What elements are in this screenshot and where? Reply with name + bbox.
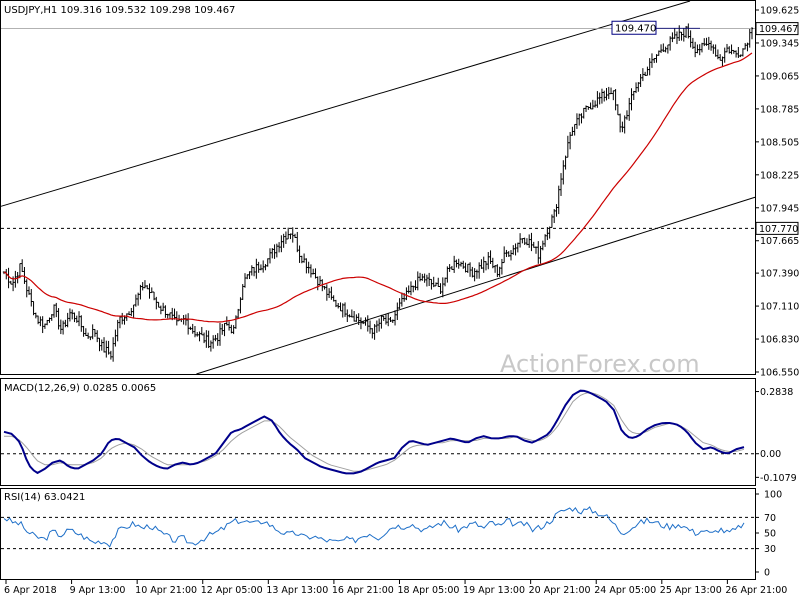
channel-lines bbox=[0, 0, 756, 375]
moving-average bbox=[3, 52, 753, 323]
macd-line bbox=[3, 389, 745, 475]
time-tick-label: 16 Apr 21:00 bbox=[332, 585, 394, 596]
rsi-tick-label: 0 bbox=[764, 568, 770, 579]
time-tick-label: 13 Apr 13:00 bbox=[266, 585, 328, 596]
price-tick-label: 106.830 bbox=[760, 335, 799, 346]
time-tick-label: 9 Apr 13:00 bbox=[70, 585, 126, 596]
price-tick-label: 107.665 bbox=[760, 236, 799, 247]
price-tick-label: 108.505 bbox=[760, 137, 799, 148]
rsi-line bbox=[3, 506, 745, 548]
rsi-tick-label: 100 bbox=[764, 490, 782, 501]
price-annotation: 109.470 bbox=[611, 20, 700, 35]
time-tick-label: 10 Apr 21:00 bbox=[135, 585, 197, 596]
time-tick-label: 18 Apr 05:00 bbox=[397, 585, 459, 596]
level-label: 107.770 bbox=[759, 224, 798, 235]
price-panel-frame bbox=[0, 0, 756, 375]
time-tick-label: 24 Apr 05:00 bbox=[594, 585, 656, 596]
rsi-header: RSI(14) 63.0421 bbox=[4, 492, 85, 503]
time-tick-label: 26 Apr 21:00 bbox=[725, 585, 787, 596]
horizontal-level: 107.770 109.467 bbox=[1, 22, 799, 235]
macd-tick-label: 0.00 bbox=[760, 449, 781, 460]
annotation-label: 109.470 bbox=[615, 24, 656, 35]
current-price-label: 109.467 bbox=[759, 24, 798, 35]
price-tick-label: 108.225 bbox=[760, 170, 799, 181]
panel-frames bbox=[0, 0, 756, 580]
price-tick-label: 109.065 bbox=[760, 71, 799, 82]
time-tick-label: 25 Apr 13:00 bbox=[660, 585, 722, 596]
rsi-panel-frame bbox=[0, 488, 756, 580]
watermark-actionforex: ActionForex.com bbox=[500, 350, 700, 378]
price-tick-label: 106.550 bbox=[760, 368, 799, 379]
symbol-header: USDJPY,H1 109.316 109.532 109.298 109.46… bbox=[4, 5, 235, 16]
price-tick-label: 107.390 bbox=[760, 269, 799, 280]
time-tick-label: 12 Apr 05:00 bbox=[201, 585, 263, 596]
channel-line bbox=[196, 196, 756, 375]
price-tick-label: 109.625 bbox=[760, 6, 799, 17]
time-tick-label: 19 Apr 13:00 bbox=[463, 585, 525, 596]
time-tick-label: 6 Apr 2018 bbox=[4, 585, 57, 596]
macd-indicator: 0.2838 0.00 -0.1079 bbox=[1, 387, 797, 484]
price-tick-label: 109.345 bbox=[760, 38, 799, 49]
rsi-tick-label: 50 bbox=[764, 529, 776, 540]
macd-tick-label: 0.2838 bbox=[760, 387, 793, 398]
macd-panel-frame bbox=[0, 378, 756, 486]
channel-line bbox=[0, 0, 691, 207]
price-tick-label: 107.110 bbox=[760, 302, 799, 313]
annotation-box bbox=[611, 20, 657, 35]
time-tick-label: 20 Apr 21:00 bbox=[529, 585, 591, 596]
price-tick-label: 107.945 bbox=[760, 203, 799, 214]
rsi-indicator: 100 70 50 30 0 bbox=[1, 490, 782, 579]
rsi-tick-label: 30 bbox=[764, 544, 776, 555]
price-axis: 109.625 109.345 109.065 108.785 108.505 108.2… bbox=[755, 6, 799, 379]
ma-line bbox=[3, 52, 753, 323]
current-price-box bbox=[755, 22, 799, 36]
rsi-tick-label: 70 bbox=[764, 513, 776, 524]
macd-signal-line bbox=[4, 392, 745, 472]
price-bars bbox=[2, 23, 754, 362]
time-axis: 6 Apr 2018 9 Apr 13:00 10 Apr 21:00 12 Apr … bbox=[4, 580, 787, 596]
macd-tick-label: -0.1079 bbox=[760, 473, 797, 484]
level-label-box bbox=[755, 221, 799, 235]
price-tick-label: 108.785 bbox=[760, 104, 799, 115]
macd-header: MACD(12,26,9) 0.0285 0.0065 bbox=[4, 383, 156, 394]
